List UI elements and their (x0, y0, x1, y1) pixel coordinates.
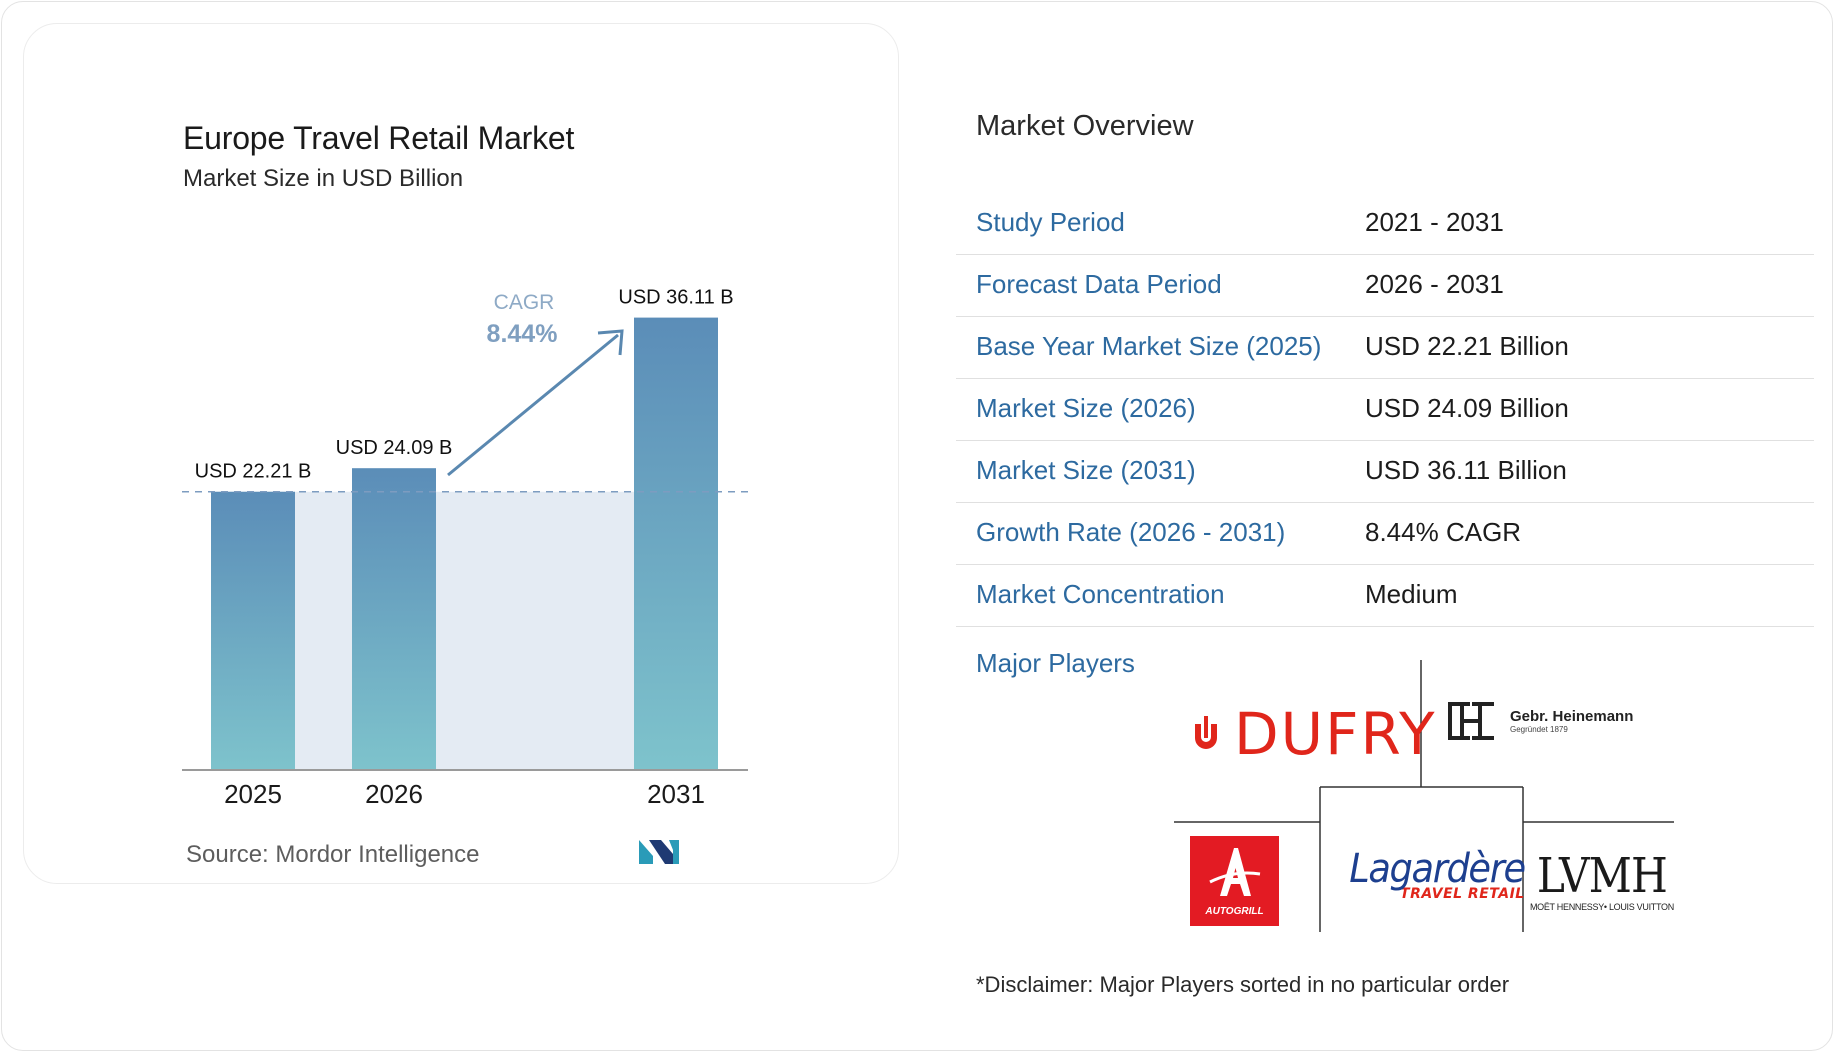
x-tick-2026: 2026 (365, 779, 423, 809)
row-value: USD 24.09 Billion (1365, 393, 1569, 423)
cagr-label: CAGR (494, 291, 555, 314)
lagardere-name: Lagardère (1349, 846, 1526, 892)
row-value: 8.44% CAGR (1365, 517, 1522, 547)
row-value: Medium (1365, 579, 1458, 609)
overview-table: Study Period 2021 - 2031 Forecast Data P… (956, 193, 1814, 627)
heinemann-sub: Gegründet 1879 (1510, 724, 1568, 734)
major-players-label: Major Players (976, 648, 1135, 678)
bar-2025 (211, 491, 295, 770)
overview-row-size-2031: Market Size (2031) USD 36.11 Billion (956, 441, 1814, 503)
source-text: Source: Mordor Intelligence (186, 841, 480, 868)
overview-row-base-year-size: Base Year Market Size (2025) USD 22.21 B… (956, 317, 1814, 379)
dufry-mark-icon (1195, 716, 1217, 749)
overview-row-growth-rate: Growth Rate (2026 - 2031) 8.44% CAGR (956, 503, 1814, 565)
dufry-logo: DUFRY (1192, 700, 1437, 768)
x-tick-2025: 2025 (224, 779, 282, 809)
disclaimer-text: *Disclaimer: Major Players sorted in no … (976, 972, 1510, 997)
chart-title: Europe Travel Retail Market (183, 120, 575, 156)
bar-2031 (634, 317, 718, 770)
bar-2026 (352, 468, 436, 770)
overview-row-concentration: Market Concentration Medium (956, 565, 1814, 627)
autogrill-mark-icon: AUTOGRILL (1204, 848, 1264, 917)
heinemann-logo: Gebr. Heinemann Gegründet 1879 (1446, 700, 1633, 742)
data-label-2025: USD 22.21 B (195, 461, 312, 483)
row-value: USD 22.21 Billion (1365, 331, 1569, 361)
row-label: Growth Rate (2026 - 2031) (976, 517, 1286, 547)
autogrill-logo: AUTOGRILL (1190, 836, 1279, 926)
row-label: Study Period (976, 207, 1125, 237)
heinemann-mark-icon (1448, 702, 1494, 740)
cagr-value: 8.44% (487, 320, 558, 348)
data-label-2026: USD 24.09 B (336, 437, 453, 459)
lvmh-sub: MOËT HENNESSY• LOUIS VUITTON (1529, 902, 1674, 912)
chart-subtitle: Market Size in USD Billion (183, 165, 464, 192)
cagr-arrow (447, 329, 624, 477)
row-label: Market Concentration (976, 579, 1225, 609)
overview-row-study-period: Study Period 2021 - 2031 (956, 193, 1814, 255)
overview-row-forecast-period: Forecast Data Period 2026 - 2031 (956, 255, 1814, 317)
bar-chart: USD 22.21 B 2025 USD 24.09 B 2026 USD 36.11 … (182, 287, 752, 809)
lagardere-logo: Lagardère TRAVEL RETAIL (1334, 846, 1526, 902)
market-overview-title: Market Overview (976, 110, 1194, 142)
row-value: 2021 - 2031 (1365, 207, 1504, 237)
lagardere-sub: TRAVEL RETAIL (1400, 886, 1525, 902)
data-label-2031: USD 36.11 B (618, 287, 733, 309)
overview-row-size-2026: Market Size (2026) USD 24.09 Billion (956, 379, 1814, 441)
mordor-intelligence-logo (639, 840, 679, 864)
lvmh-logo: LVMH MOËT HENNESSY• LOUIS VUITTON (1528, 852, 1676, 912)
autogrill-text: AUTOGRILL (1204, 906, 1263, 917)
x-tick-2031: 2031 (647, 779, 705, 809)
dufry-text: DUFRY (1234, 700, 1437, 768)
heinemann-name: Gebr. Heinemann (1510, 707, 1634, 725)
row-value: 2026 - 2031 (1365, 269, 1504, 299)
row-label: Base Year Market Size (2025) (976, 331, 1322, 361)
row-label: Market Size (2031) (976, 455, 1196, 485)
row-value: USD 36.11 Billion (1365, 455, 1567, 485)
row-label: Market Size (2026) (976, 393, 1196, 423)
lvmh-name: LVMH (1536, 848, 1668, 904)
row-label: Forecast Data Period (976, 269, 1222, 299)
